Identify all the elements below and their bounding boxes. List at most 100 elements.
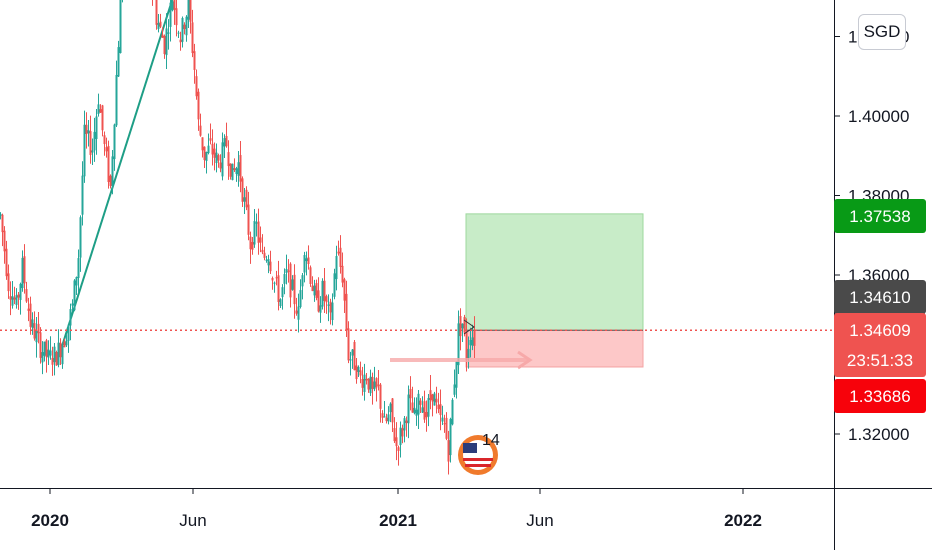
candle-body <box>5 248 8 277</box>
candle-body <box>357 366 360 372</box>
candle-body <box>301 275 304 287</box>
candle-body <box>107 146 110 182</box>
candle-body <box>189 0 192 22</box>
candle-body <box>103 135 106 145</box>
currency-button[interactable]: SGD <box>858 14 906 50</box>
candle-body <box>305 258 308 262</box>
price-tag[interactable] <box>834 379 926 413</box>
candle-body <box>155 0 158 25</box>
candle-body <box>11 296 14 306</box>
candle-body <box>427 397 430 417</box>
projection-arrow-head <box>517 350 533 370</box>
target-zone[interactable] <box>465 213 644 331</box>
candle-body <box>321 280 324 307</box>
candle-body <box>55 351 58 366</box>
candle-body <box>49 350 52 356</box>
candle-body <box>0 213 2 216</box>
candle-body <box>337 251 340 254</box>
candle-body <box>231 163 234 181</box>
candle-body <box>347 328 350 361</box>
candle-body <box>193 51 196 70</box>
candle-body <box>353 341 356 371</box>
candle-body <box>459 316 462 337</box>
candle-body <box>405 420 408 423</box>
candle-body <box>235 168 238 175</box>
candle-body <box>255 222 258 224</box>
candle-body <box>283 274 286 284</box>
candle-body <box>461 323 464 329</box>
candle-body <box>73 280 76 311</box>
candle-body <box>465 332 468 361</box>
candle-body <box>377 384 380 386</box>
candle-body <box>291 279 294 290</box>
candle-body <box>265 259 268 261</box>
badge-count: 14 <box>482 432 500 449</box>
candle-body <box>409 389 412 399</box>
candle-body <box>239 155 242 182</box>
candle-body <box>429 390 432 400</box>
candle-body <box>173 0 176 10</box>
candle-body <box>315 283 318 298</box>
candle-body <box>435 398 438 403</box>
price-tag[interactable] <box>834 280 926 314</box>
candle-body <box>375 378 378 388</box>
candle-body <box>35 330 38 343</box>
candle-body <box>171 1 174 11</box>
candle-body <box>209 138 212 141</box>
candle-body <box>311 285 314 292</box>
candle-body <box>445 417 448 439</box>
candle-body <box>281 287 284 298</box>
candle-body <box>463 317 466 333</box>
candle-body <box>71 303 74 306</box>
candle-body <box>399 427 402 446</box>
candle-body <box>471 337 474 346</box>
x-tick-label: Jun <box>179 511 206 530</box>
candle-body <box>67 324 70 341</box>
candle-body <box>273 282 276 284</box>
candle-body <box>295 310 298 314</box>
candle-body <box>97 104 100 114</box>
flag-stripe-icon <box>463 458 493 461</box>
candle-body <box>161 34 164 38</box>
candle-body <box>219 162 222 169</box>
candle-body <box>285 268 288 273</box>
candle-body <box>23 256 26 284</box>
candle-body <box>157 23 160 29</box>
candle-body <box>331 302 334 321</box>
candle-body <box>359 370 362 376</box>
candle-body <box>453 384 456 395</box>
candle-body <box>469 339 472 346</box>
trendline[interactable] <box>59 0 196 353</box>
candle-body <box>53 346 56 363</box>
currency-label: SGD <box>863 22 901 41</box>
candle-body <box>93 131 96 151</box>
candle-body <box>327 304 330 306</box>
candle-body <box>215 152 218 164</box>
candle-body <box>195 76 198 97</box>
price-tag[interactable] <box>834 313 926 377</box>
candle-body <box>101 105 104 131</box>
candle-body <box>261 249 264 253</box>
candle-body <box>343 279 346 301</box>
candle-body <box>51 358 54 365</box>
candle-body <box>407 394 410 424</box>
candle-body <box>257 221 260 243</box>
x-tick-label: 2022 <box>724 511 762 530</box>
price-tag[interactable] <box>834 199 926 233</box>
candle-body <box>43 341 46 356</box>
candle-body <box>241 178 244 202</box>
candle-body <box>221 142 224 177</box>
candle-body <box>419 400 422 405</box>
candle-body <box>199 125 202 136</box>
candle-body <box>163 35 166 55</box>
candle-body <box>59 342 62 358</box>
x-tick-label: 2021 <box>379 511 417 530</box>
candle-body <box>349 359 352 361</box>
candle-body <box>367 378 370 390</box>
candle-body <box>441 417 444 422</box>
candle-body <box>351 349 354 356</box>
candle-body <box>271 278 274 281</box>
candle-body <box>237 162 240 176</box>
